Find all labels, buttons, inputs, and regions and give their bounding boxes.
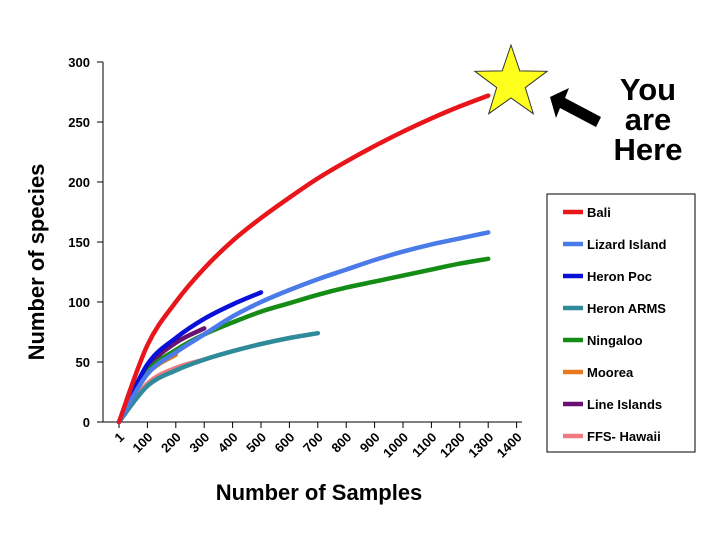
x-tick-label: 700: [300, 430, 326, 456]
x-tick-label: 1200: [437, 430, 468, 461]
callout-line-here: Here: [614, 132, 683, 167]
series-line-heron-poc: [116, 290, 264, 425]
series-line-heron-arms: [116, 330, 321, 425]
legend: Bali Lizard Island Heron Poc Heron ARMS Ning…: [546, 193, 696, 453]
x-tick-label: 800: [328, 430, 354, 456]
legend-label-line-islands: Line Islands: [587, 397, 662, 412]
x-tick-label: 600: [272, 430, 298, 456]
arrow-icon: [550, 88, 601, 127]
legend-label-lizard-island: Lizard Island: [587, 237, 667, 252]
x-tick-label: 300: [186, 430, 212, 456]
y-tick-label: 200: [68, 175, 90, 190]
y-tick-label: 300: [68, 55, 90, 70]
y-tick-label: 150: [68, 235, 90, 250]
x-tick-label: 1100: [409, 430, 440, 461]
x-tick-label: 400: [215, 430, 241, 456]
x-tick-label: 100: [130, 430, 156, 456]
y-axis-title: Number of species: [24, 164, 49, 361]
callout-line-you: You: [620, 72, 676, 107]
series-line-bali: [116, 93, 491, 425]
series-lines: [116, 93, 491, 425]
x-tick-label: 1000: [380, 430, 411, 461]
legend-label-ffs-hawaii: FFS- Hawaii: [587, 429, 661, 444]
y-tick-label: 100: [68, 295, 90, 310]
x-tick-label: 1400: [494, 430, 525, 461]
x-axis-title: Number of Samples: [216, 480, 423, 505]
legend-box: [546, 193, 696, 453]
legend-label-moorea: Moorea: [587, 365, 634, 380]
legend-label-ningaloo: Ningaloo: [587, 333, 643, 348]
y-tick-labels: 0 50 100 150 200 250 300: [68, 55, 103, 430]
y-tick-label: 50: [76, 355, 90, 370]
x-tick-label: 1: [111, 430, 127, 446]
axes: [102, 62, 522, 423]
legend-label-heron-poc: Heron Poc: [587, 269, 652, 284]
y-tick-label: 0: [83, 415, 90, 430]
x-tick-labels: 1 100 200 300 400 500 600 700 800 900100011001200…: [111, 422, 525, 461]
legend-label-heron-arms: Heron ARMS: [587, 301, 666, 316]
legend-label-bali: Bali: [587, 205, 611, 220]
star-icon: [473, 43, 549, 115]
x-tick-label: 200: [158, 430, 184, 456]
you-are-here-callout: You are Here: [473, 43, 683, 167]
series-line-lizard-island: [116, 230, 491, 425]
y-tick-label: 250: [68, 115, 90, 130]
x-tick-label: 1300: [465, 430, 496, 461]
x-tick-label: 500: [243, 430, 269, 456]
x-tick-label: 900: [357, 430, 383, 456]
callout-line-are: are: [625, 102, 672, 137]
